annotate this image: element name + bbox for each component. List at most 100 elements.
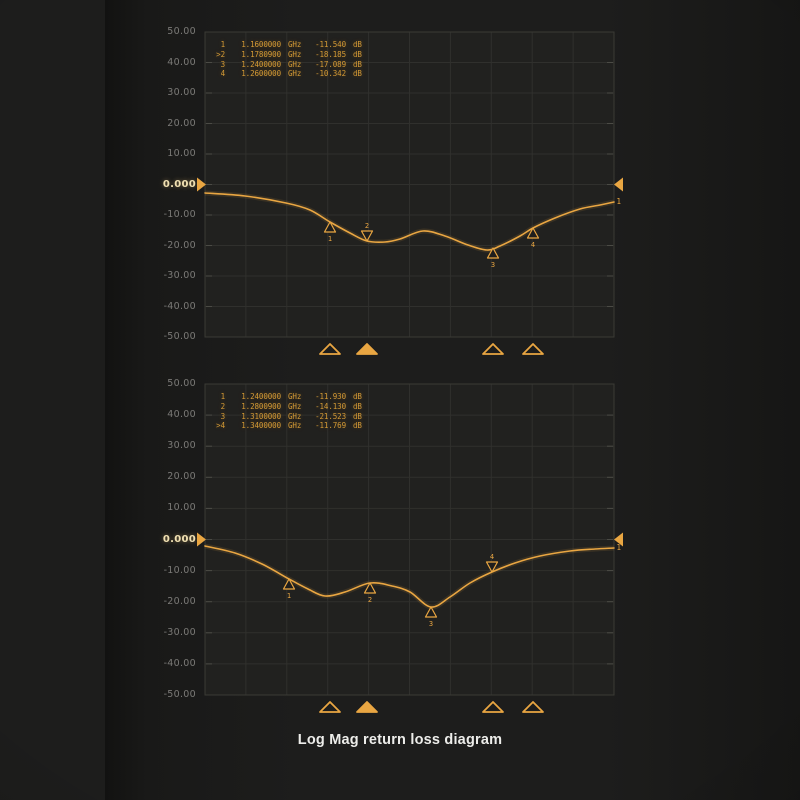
stimulus-marker: [522, 701, 544, 713]
trace-marker-number: 1: [287, 592, 291, 600]
stimulus-marker-active: [356, 701, 378, 713]
marker-number: >4: [216, 421, 225, 431]
marker-readout-table-lower: 1 1.2400000 GHz -11.930 dB 2 1.2800900 GHz -14.1…: [211, 392, 362, 431]
y-axis-tick-label: -10.00: [163, 564, 196, 576]
value-unit: dB: [353, 69, 362, 79]
y-axis-tick-label: 20.00: [167, 471, 196, 483]
trace-marker-number: 4: [531, 241, 535, 249]
frequency-unit: GHz: [288, 40, 302, 49]
trace-marker-number: 2: [368, 596, 372, 604]
marker-value: -11.930: [315, 392, 346, 401]
stimulus-marker: [482, 343, 504, 355]
value-unit: dB: [353, 421, 362, 431]
y-axis-tick-label: 30.00: [167, 440, 196, 452]
reference-level-marker-left: [197, 177, 206, 192]
marker-readout-row: 3 1.2400000 GHz -17.089 dB: [211, 60, 362, 70]
frequency-unit: GHz: [288, 392, 302, 401]
marker-value: -18.185: [315, 49, 346, 59]
trace-marker-icon: [526, 227, 540, 239]
marker-value: -17.089: [315, 59, 346, 69]
trace-marker-icon: [486, 247, 500, 259]
marker-frequency: 1.2400000: [241, 392, 281, 401]
value-unit: dB: [353, 411, 362, 421]
marker-readout-row: 1 1.2400000 GHz -11.930 dB: [211, 392, 362, 402]
marker-frequency: 1.2600000: [241, 69, 281, 79]
marker-number: 3: [220, 411, 226, 421]
marker-value: -11.540: [315, 40, 346, 49]
frequency-unit: GHz: [288, 59, 302, 69]
value-unit: dB: [353, 401, 362, 411]
marker-frequency: 1.1600000: [241, 40, 281, 49]
marker-frequency: 1.2800900: [241, 401, 281, 411]
y-axis-zero-label: 0.000: [162, 533, 196, 545]
marker-number: 3: [220, 59, 226, 69]
marker-frequency: 1.3100000: [241, 411, 281, 421]
marker-number: 4: [220, 69, 226, 79]
frequency-unit: GHz: [288, 421, 302, 431]
y-axis-tick-label: 40.00: [167, 56, 196, 68]
trace-marker-number: 1: [328, 235, 332, 243]
frequency-unit: GHz: [288, 49, 302, 59]
stimulus-marker: [319, 343, 341, 355]
marker-value: -10.342: [315, 69, 346, 79]
background-left-strip: [0, 0, 105, 800]
trace-marker-icon: [363, 582, 377, 594]
marker-readout-table-upper: 1 1.1600000 GHz -11.540 dB >2 1.1780900 GHz -18.…: [211, 40, 362, 79]
value-unit: dB: [353, 392, 362, 401]
marker-frequency: 1.1780900: [241, 49, 281, 59]
trace-marker-icon: [282, 578, 296, 590]
value-unit: dB: [353, 49, 362, 59]
frequency-unit: GHz: [288, 401, 302, 411]
marker-value: -21.523: [315, 411, 346, 421]
marker-readout-row: >2 1.1780900 GHz -18.185 dB: [211, 50, 362, 60]
y-axis-tick-label: -30.00: [163, 270, 196, 281]
y-axis-tick-label: -40.00: [163, 657, 196, 669]
marker-number: 1: [220, 40, 226, 49]
marker-value: -14.130: [315, 401, 346, 411]
marker-number: >2: [216, 49, 225, 59]
y-axis-tick-label: 20.00: [167, 117, 196, 129]
marker-frequency: 1.2400000: [241, 59, 281, 69]
y-axis-tick-label: -20.00: [163, 595, 196, 607]
marker-readout-row: 3 1.3100000 GHz -21.523 dB: [211, 412, 362, 422]
stimulus-marker: [482, 701, 504, 713]
trace-marker-number: 2: [365, 222, 369, 230]
y-axis-tick-label: 10.00: [167, 502, 196, 514]
stimulus-marker: [319, 701, 341, 713]
trace-marker-icon: [323, 221, 337, 233]
reference-level-marker-left: [197, 532, 206, 547]
trace-line: [204, 192, 615, 251]
trace-marker-active-icon: [360, 230, 374, 242]
marker-number: 2: [220, 401, 226, 411]
y-axis-tick-label: -40.00: [163, 300, 196, 312]
marker-frequency: 1.3400000: [241, 421, 281, 431]
marker-readout-row: >4 1.3400000 GHz -11.769 dB: [211, 421, 362, 431]
stimulus-marker-active: [356, 343, 378, 355]
caption: Log Mag return loss diagram: [297, 732, 503, 748]
y-axis-tick-label: -10.00: [163, 209, 196, 220]
y-axis-tick-label: 50.00: [167, 26, 196, 37]
y-axis-tick-label: -20.00: [163, 239, 196, 251]
trace-marker-active-icon: [485, 561, 499, 573]
y-axis-tick-label: -50.00: [163, 689, 196, 700]
marker-readout-row: 1 1.1600000 GHz -11.540 dB: [211, 40, 362, 50]
frequency-unit: GHz: [288, 69, 302, 79]
value-unit: dB: [353, 40, 362, 49]
marker-number: 1: [220, 392, 226, 401]
y-axis-tick-label: 10.00: [167, 148, 196, 159]
trace-marker-number: 4: [490, 553, 494, 561]
reference-level-marker-right: [614, 177, 623, 192]
y-axis-tick-label: -50.00: [163, 331, 196, 342]
y-axis-tick-label: -30.00: [163, 626, 196, 638]
marker-readout-row: 2 1.2800900 GHz -14.130 dB: [211, 402, 362, 412]
trace-marker-icon: [424, 606, 438, 618]
y-axis-tick-label: 50.00: [167, 378, 196, 389]
y-axis-tick-label: 40.00: [167, 409, 196, 421]
marker-readout-row: 4 1.2600000 GHz -10.342 dB: [211, 69, 362, 79]
reference-level-marker-right: [614, 532, 623, 547]
trace-marker-number: 3: [429, 620, 433, 628]
y-axis-tick-label: 30.00: [167, 87, 196, 98]
